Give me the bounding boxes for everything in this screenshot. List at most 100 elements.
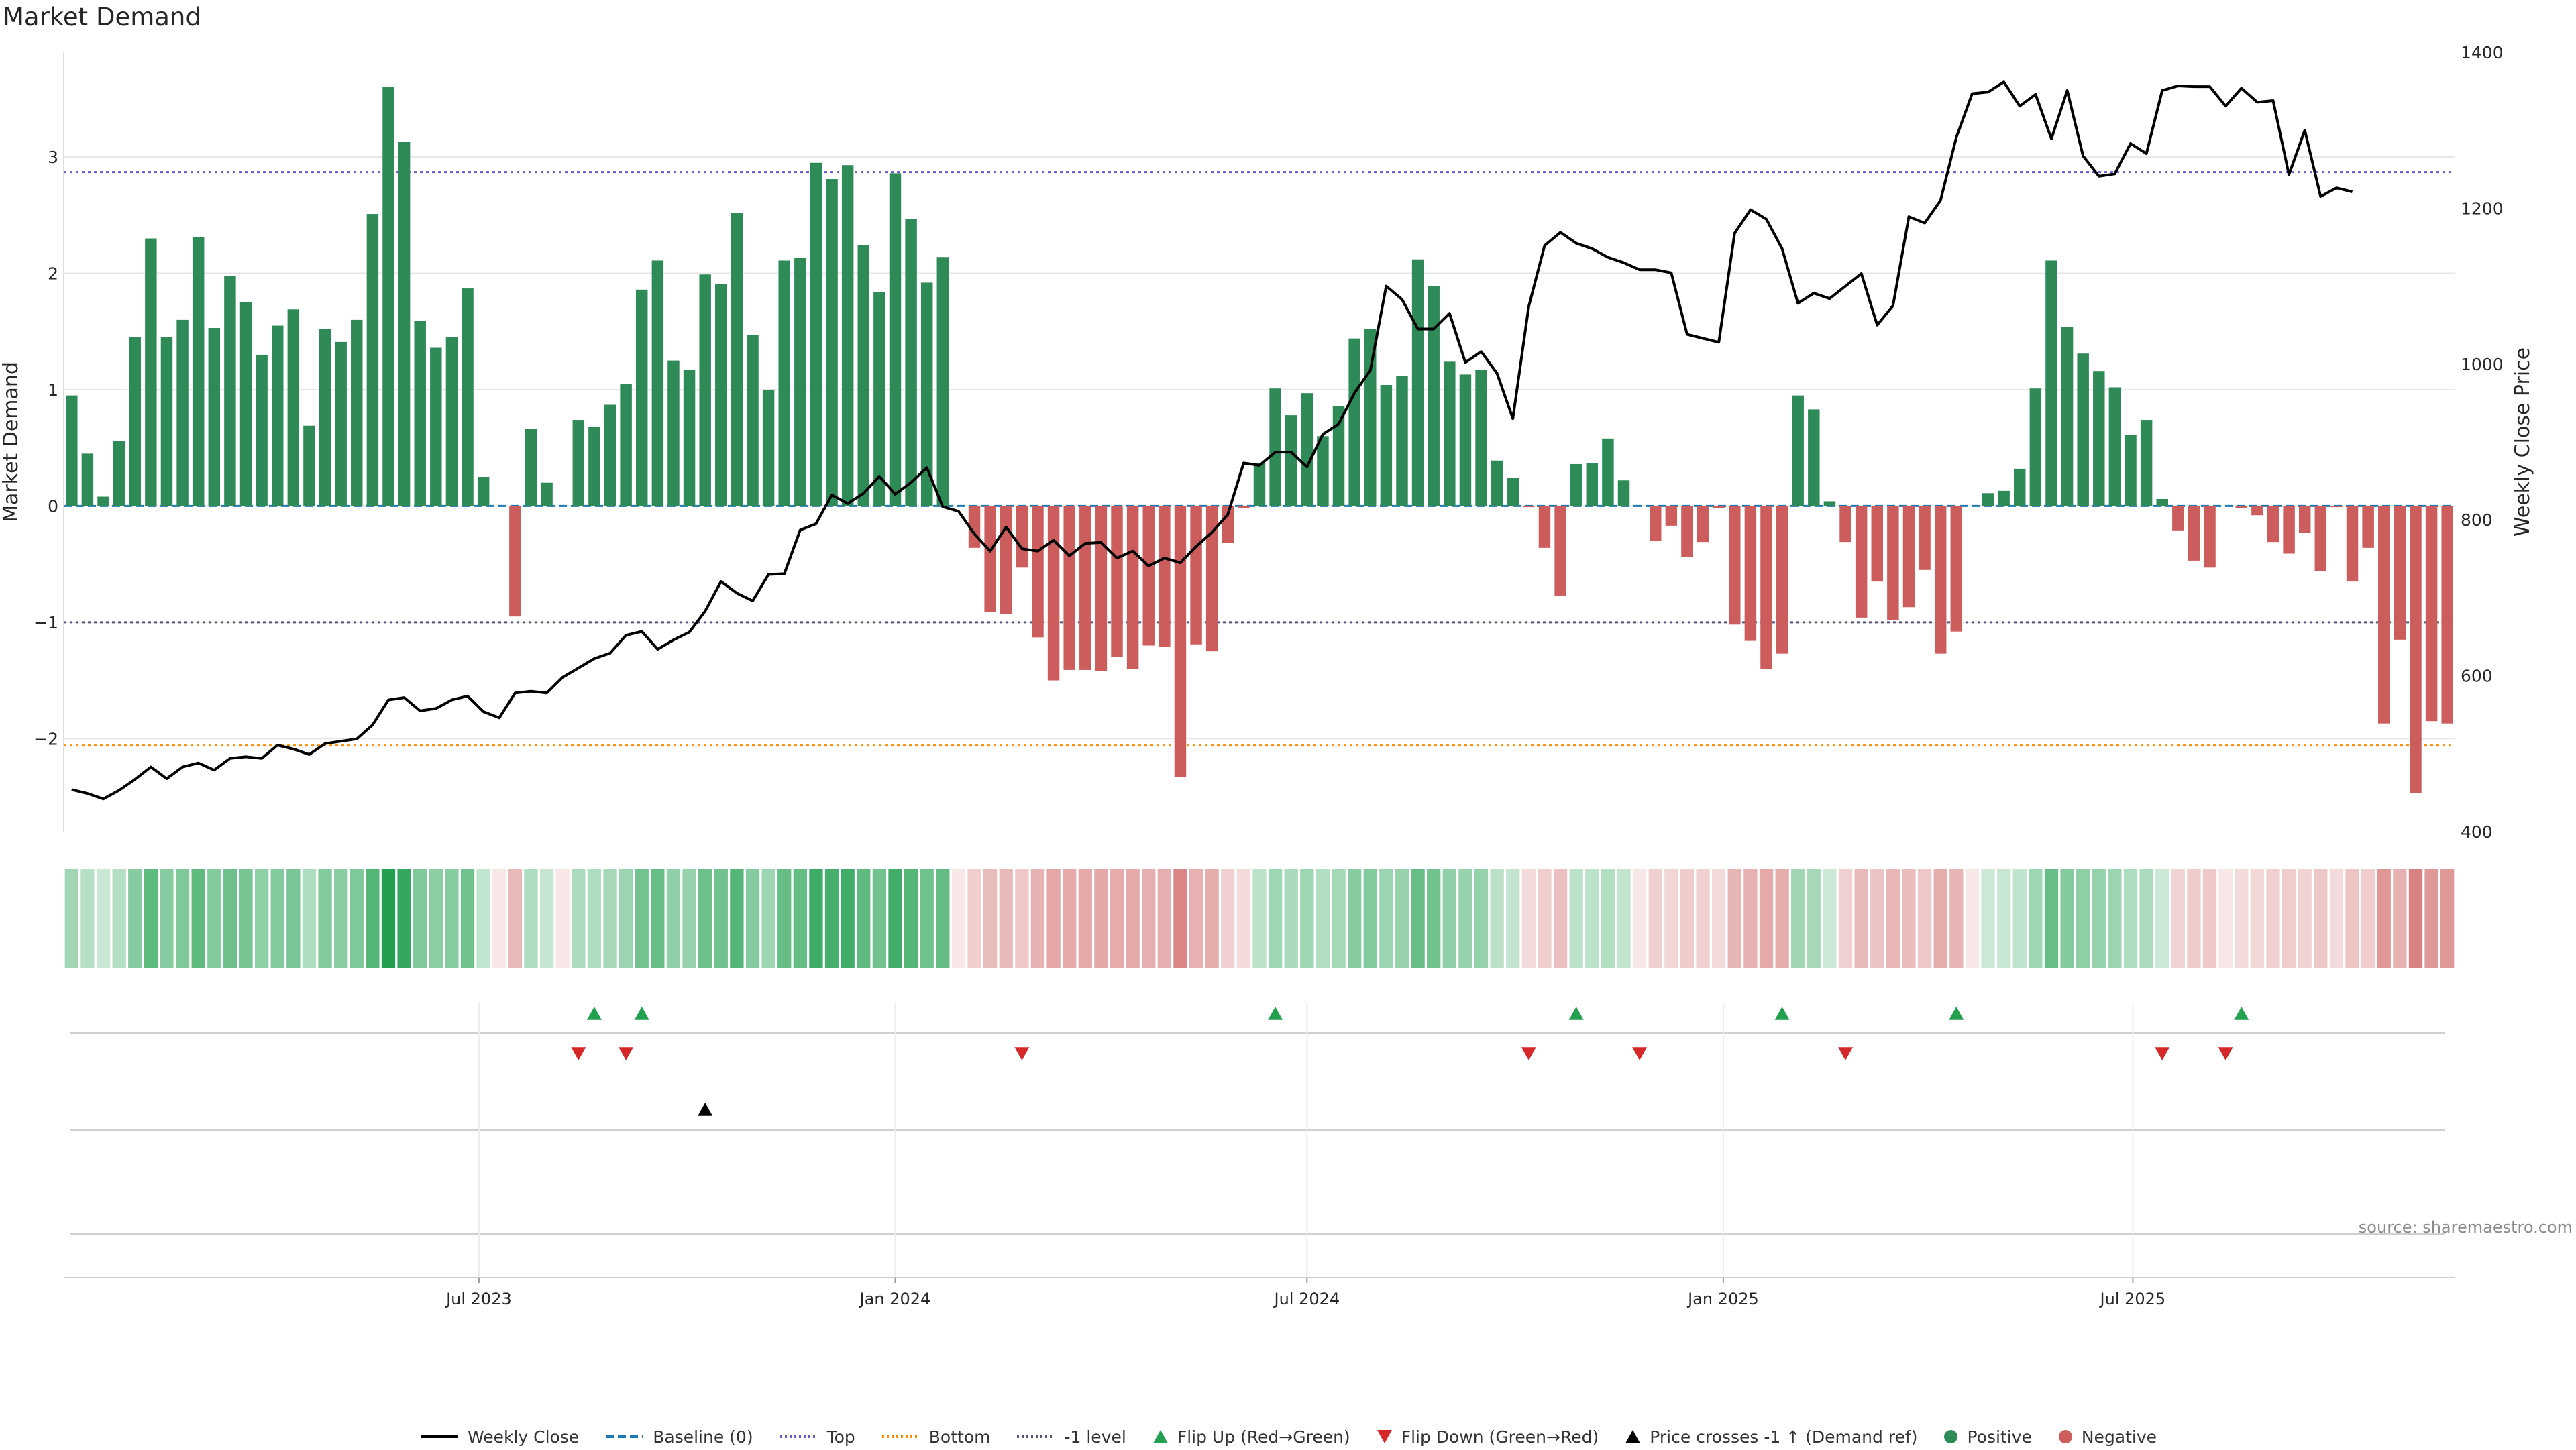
heat-strip-cell (1949, 869, 1964, 968)
heat-strip-cell (888, 869, 902, 968)
heat-strip-cell (112, 869, 126, 968)
heat-strip-cell (1427, 869, 1441, 968)
heat-strip-cell (1395, 869, 1409, 968)
demand-bar (462, 288, 474, 506)
y-tick-label-left: −1 (34, 613, 58, 632)
heat-strip-cell (1696, 869, 1710, 968)
demand-bar (1792, 395, 1804, 506)
legend-item: Bottom (881, 1427, 990, 1447)
heat-strip-cell (872, 869, 887, 968)
heat-strip-cell (936, 869, 950, 968)
heat-strip-cell (2155, 869, 2169, 968)
y-tick-label-left: 3 (48, 148, 58, 167)
demand-bar (1444, 361, 1456, 506)
legend-swatch (780, 1435, 818, 1438)
heat-strip-cell (207, 869, 221, 968)
demand-bar (778, 260, 790, 506)
demand-bar (287, 309, 300, 506)
demand-bar (351, 319, 363, 506)
demand-bar (525, 429, 537, 506)
flip-up-marker (2234, 1007, 2249, 1020)
heat-strip-cell (1902, 869, 1916, 968)
legend-label: Flip Down (Green→Red) (1401, 1427, 1599, 1447)
demand-bar (2061, 327, 2074, 506)
heat-strip-cell (1933, 869, 1947, 968)
heat-strip-cell (587, 869, 602, 968)
legend-swatch (606, 1435, 644, 1438)
demand-bar (826, 179, 838, 506)
demand-bar (224, 275, 236, 506)
demand-bar (2235, 506, 2248, 508)
heat-strip-cell (651, 869, 665, 968)
heat-strip-cell (1142, 869, 1156, 968)
demand-bar (1839, 506, 1851, 543)
demand-bar (1808, 409, 1820, 506)
heat-strip-cell (619, 869, 633, 968)
x-tick-label: Jul 2025 (2099, 1290, 2166, 1308)
demand-bar (984, 506, 996, 612)
y-tick-label-right: 1000 (2461, 355, 2504, 374)
legend-item: -1 level (1016, 1427, 1126, 1447)
demand-bar (747, 335, 759, 506)
y-axis-right-title: Weekly Close Price (2511, 347, 2534, 537)
heat-strip-cell (1474, 869, 1489, 968)
weekly-close-line (71, 80, 2353, 801)
chart-legend: Weekly Close Baseline (0) Top Bottom -1 leve… (0, 1423, 2576, 1450)
demand-bar (414, 321, 426, 506)
demand-bar (1032, 506, 1044, 638)
heat-strip-cell (223, 869, 237, 968)
demand-bar (1919, 506, 1931, 570)
heat-strip-cell (2202, 869, 2217, 968)
demand-bar (936, 257, 949, 506)
demand-bar (1982, 493, 1994, 506)
demand-bar (1760, 506, 1772, 669)
demand-bar (1205, 506, 1218, 652)
heat-strip-cell (1458, 869, 1472, 968)
demand-bar (715, 284, 727, 506)
demand-bar (651, 260, 664, 506)
heat-strip-cell (2266, 869, 2280, 968)
heat-strip-cell (1601, 869, 1615, 968)
demand-bar (1016, 506, 1028, 568)
demand-bar (1776, 506, 1788, 654)
demand-bar (1649, 506, 1662, 541)
demand-bar (2394, 506, 2406, 640)
legend-item: Positive (1943, 1427, 2032, 1447)
legend-label: Price crosses -1 ↑ (Demand ref) (1650, 1427, 1918, 1447)
heat-strip-cell (2076, 869, 2090, 968)
heat-strip-cell (2345, 869, 2359, 968)
demand-bar (541, 482, 553, 506)
heat-strip-cell (1442, 869, 1456, 968)
demand-bar (620, 384, 632, 506)
heat-strip-cell (2012, 869, 2027, 968)
demand-bar (2410, 506, 2422, 793)
heat-strip-cell (572, 869, 586, 968)
heat-strip-cell (730, 869, 744, 968)
legend-label: Negative (2081, 1427, 2157, 1447)
heat-strip-cell (1870, 869, 1884, 968)
heat-strip-cell (144, 869, 158, 968)
demand-bar (271, 325, 284, 506)
demand-bar (366, 214, 379, 506)
demand-bar (2140, 420, 2153, 506)
price-cross-marker (698, 1103, 713, 1116)
demand-bar (2204, 506, 2216, 568)
heat-strip-cell (2171, 869, 2185, 968)
price-line-group (71, 80, 2353, 801)
y-tick-label-left: −2 (34, 729, 58, 748)
demand-bar (1079, 506, 1091, 670)
demand-bar (1729, 506, 1741, 625)
y-tick-label-right: 600 (2461, 667, 2493, 686)
demand-bar (2014, 468, 2026, 506)
heat-strip-cell (1886, 869, 1900, 968)
heat-strip-cell (1284, 869, 1298, 968)
heat-strip-cell (809, 869, 823, 968)
demand-bar (1159, 506, 1171, 647)
heat-strip-cell (1411, 869, 1425, 968)
demand-bar (239, 302, 252, 506)
heat-strip-cell (1063, 869, 1077, 968)
demand-bar (2172, 506, 2184, 531)
heat-strip-cell (1030, 869, 1045, 968)
heat-strip-cell (1189, 869, 1203, 968)
